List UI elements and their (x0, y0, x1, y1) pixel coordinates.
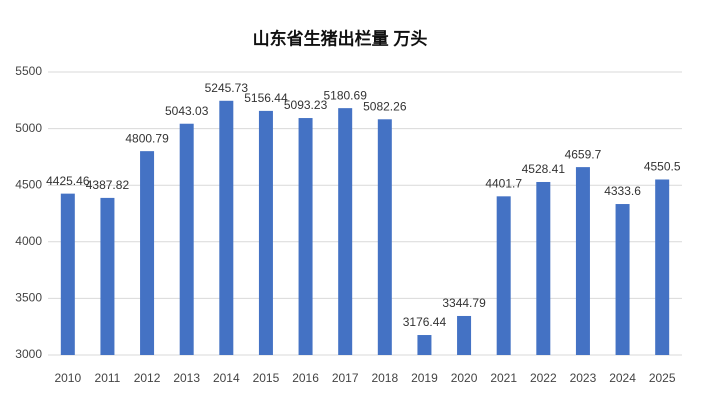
x-tick-label: 2010 (54, 371, 81, 385)
bar (496, 196, 511, 355)
value-label: 4659.7 (565, 147, 602, 161)
value-label: 5093.23 (284, 98, 328, 112)
bar (60, 193, 75, 355)
y-tick-label: 3500 (15, 291, 42, 305)
y-tick-label: 4000 (15, 234, 42, 248)
value-label: 4550.5 (644, 160, 681, 174)
bar (655, 179, 670, 355)
y-tick-label: 3000 (15, 347, 42, 361)
x-tick-label: 2017 (332, 371, 359, 385)
value-label: 5180.69 (323, 88, 367, 102)
value-label: 3176.44 (403, 315, 447, 329)
x-tick-label: 2015 (253, 371, 280, 385)
bar (100, 197, 115, 355)
bar (140, 151, 155, 355)
y-tick-label: 4500 (15, 177, 42, 191)
value-label: 4425.46 (46, 174, 90, 188)
y-tick-label: 5500 (15, 64, 42, 78)
x-tick-label: 2016 (292, 371, 319, 385)
x-tick-label: 2013 (173, 371, 200, 385)
value-label: 5043.03 (165, 104, 209, 118)
bar (536, 181, 551, 355)
bar (615, 204, 630, 355)
bar (219, 100, 234, 356)
value-label: 3344.79 (442, 296, 486, 310)
value-label: 4800.79 (125, 131, 169, 145)
bar (377, 119, 392, 355)
bar (179, 123, 194, 355)
bar (575, 167, 590, 355)
x-tick-label: 2025 (649, 371, 676, 385)
x-tick-label: 2011 (95, 371, 121, 385)
x-tick-label: 2018 (371, 371, 398, 385)
x-tick-label: 2012 (134, 371, 161, 385)
value-label: 5245.73 (205, 81, 249, 95)
x-tick-label: 2020 (451, 371, 478, 385)
bar (298, 118, 313, 356)
value-label: 4401.7 (485, 176, 522, 190)
chart-title: 山东省生猪出栏量 万头 (253, 28, 428, 48)
bar (338, 108, 353, 355)
x-tick-label: 2023 (570, 371, 597, 385)
x-tick-label: 2021 (490, 371, 517, 385)
y-tick-label: 5000 (15, 121, 42, 135)
value-label: 5082.26 (363, 99, 407, 113)
bar (417, 335, 432, 355)
value-label: 4333.6 (604, 184, 641, 198)
value-label: 5156.44 (244, 91, 288, 105)
x-tick-label: 2019 (411, 371, 438, 385)
value-label: 4387.82 (86, 178, 130, 192)
x-tick-label: 2024 (609, 371, 636, 385)
bar (258, 110, 273, 355)
bar (457, 315, 472, 355)
x-tick-label: 2022 (530, 371, 557, 385)
value-label: 4528.41 (522, 162, 566, 176)
x-tick-label: 2014 (213, 371, 240, 385)
